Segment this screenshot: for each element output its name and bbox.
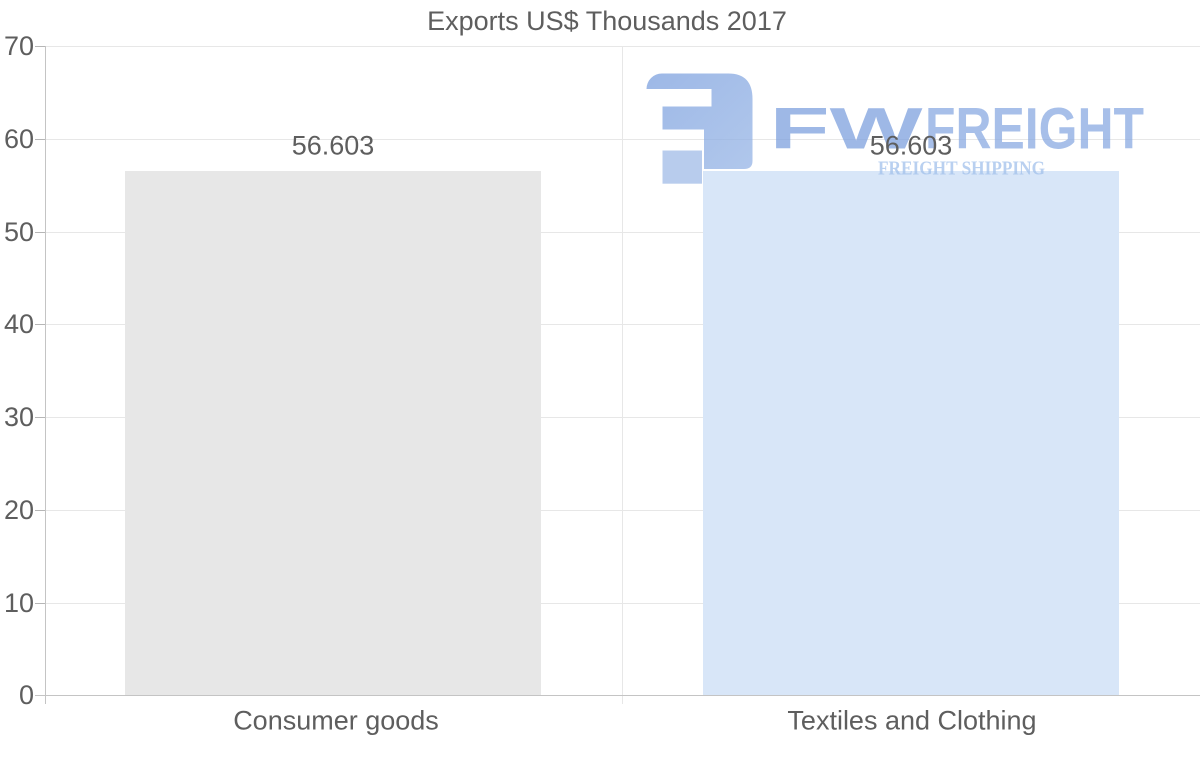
svg-text:FREIGHT SHIPPING: FREIGHT SHIPPING [878, 159, 1045, 180]
svg-text:FW: FW [770, 97, 923, 162]
svg-text:FREIGHT: FREIGHT [925, 97, 1144, 162]
